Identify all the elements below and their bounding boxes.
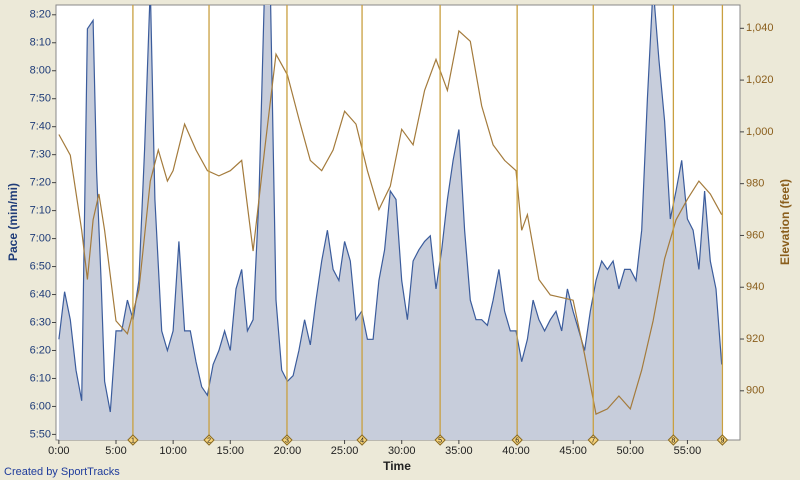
y-tick-label: 7:30 bbox=[30, 149, 51, 161]
y-tick-label: 7:00 bbox=[30, 232, 51, 244]
x-tick-label: 45:00 bbox=[559, 445, 587, 457]
lap-label: 6 bbox=[515, 437, 519, 444]
elevation-line bbox=[58, 29, 723, 415]
y2-tick-label: 1,020 bbox=[746, 74, 774, 86]
x-tick-label: 20:00 bbox=[274, 445, 302, 457]
y-tick-label: 6:20 bbox=[30, 344, 51, 356]
x-tick-label: 30:00 bbox=[388, 445, 416, 457]
x-tick-label: 50:00 bbox=[617, 445, 645, 457]
lap-label: 8 bbox=[671, 437, 675, 444]
y-tick-label: 7:20 bbox=[30, 177, 51, 189]
x-axis-label: Time bbox=[383, 459, 411, 473]
y-axis-label: Pace (min/mi) bbox=[6, 183, 20, 261]
lap-marker bbox=[434, 434, 446, 446]
lap-marker bbox=[356, 434, 368, 446]
y-tick-label: 8:00 bbox=[30, 65, 51, 77]
x-tick-label: 35:00 bbox=[445, 445, 473, 457]
y2-tick-label: 900 bbox=[746, 385, 764, 397]
lap-marker bbox=[281, 434, 293, 446]
lap-marker bbox=[511, 434, 523, 446]
lap-marker bbox=[716, 434, 729, 446]
y2-axis-label: Elevation (feet) bbox=[778, 179, 792, 265]
lap-label: 5 bbox=[438, 437, 442, 444]
y2-tick-label: 980 bbox=[746, 178, 764, 190]
x-tick-label: 5:00 bbox=[105, 445, 126, 457]
lap-label: 1 bbox=[131, 437, 135, 444]
lap-marker bbox=[587, 434, 599, 446]
y-tick-label: 8:20 bbox=[30, 9, 51, 21]
x-tick-label: 40:00 bbox=[502, 445, 530, 457]
x-tick-label: 15:00 bbox=[217, 445, 245, 457]
x-tick-label: 10:00 bbox=[159, 445, 187, 457]
lap-label: 3 bbox=[285, 437, 289, 444]
footer: Created by SportTracks bbox=[4, 466, 120, 478]
lap-marker bbox=[203, 434, 215, 446]
lap-marker bbox=[127, 434, 139, 446]
y-tick-label: 6:30 bbox=[30, 316, 51, 328]
y2-tick-label: 920 bbox=[746, 333, 764, 345]
y-tick-label: 7:50 bbox=[30, 93, 51, 105]
x-tick-label: 0:00 bbox=[48, 445, 69, 457]
y-tick-label: 7:10 bbox=[30, 205, 51, 217]
lap-label: 9 bbox=[720, 437, 724, 444]
y-tick-label: 6:50 bbox=[30, 260, 51, 272]
x-tick-label: 25:00 bbox=[331, 445, 359, 457]
y-tick-label: 6:10 bbox=[30, 372, 51, 384]
y-tick-label: 5:50 bbox=[30, 428, 51, 440]
y2-tick-label: 960 bbox=[746, 229, 764, 241]
y-tick-label: 8:10 bbox=[30, 37, 51, 49]
y2-tick-label: 1,040 bbox=[746, 22, 774, 34]
lap-label: 7 bbox=[591, 437, 595, 444]
y2-tick-label: 940 bbox=[746, 281, 764, 293]
plot-layer bbox=[58, 5, 723, 440]
y2-tick-label: 1,000 bbox=[746, 126, 774, 138]
y-tick-label: 7:40 bbox=[30, 121, 51, 133]
lap-marker bbox=[667, 434, 680, 446]
x-tick-label: 55:00 bbox=[674, 445, 702, 457]
y-tick-label: 6:40 bbox=[30, 288, 51, 300]
pace-line bbox=[58, 5, 723, 413]
lap-label: 2 bbox=[207, 437, 211, 444]
y-tick-label: 6:00 bbox=[30, 400, 51, 412]
lap-label: 4 bbox=[360, 437, 364, 444]
